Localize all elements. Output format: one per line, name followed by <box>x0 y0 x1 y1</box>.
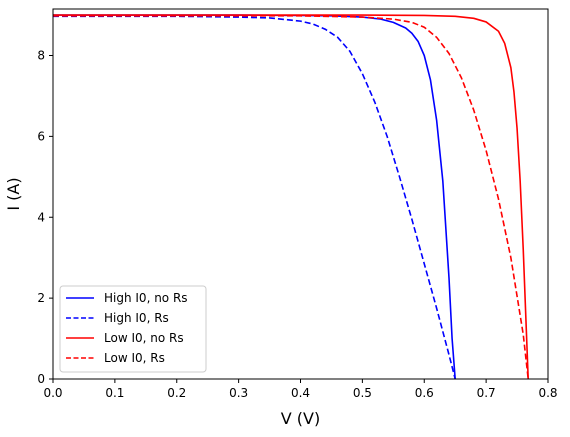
y-axis-label: I (A) <box>4 177 23 210</box>
legend-box <box>59 285 207 373</box>
x-tick-label: 0.1 <box>105 386 124 400</box>
x-tick-label: 0.6 <box>415 386 434 400</box>
x-tick-label: 0.5 <box>353 386 372 400</box>
legend-entry-high-i0-rs: High I0, Rs <box>66 311 169 325</box>
y-tick-label: 6 <box>37 129 45 143</box>
x-axis-label: V (V) <box>281 409 320 428</box>
x-tick-label: 0.8 <box>538 386 557 400</box>
x-tick-label: 0.2 <box>167 386 186 400</box>
legend-label: Low I0, no Rs <box>104 331 184 345</box>
x-tick-label: 0.0 <box>43 386 62 400</box>
y-axis-ticks: 0 2 4 6 8 <box>37 49 53 386</box>
series-lines <box>53 14 529 380</box>
y-tick-label: 0 <box>37 372 45 386</box>
legend-label: High I0, no Rs <box>104 291 188 305</box>
y-tick-label: 4 <box>37 210 45 224</box>
y-tick-label: 8 <box>37 49 45 63</box>
x-axis-ticks: 0.0 0.1 0.2 0.3 0.4 0.5 0.6 0.7 0.8 <box>43 379 558 400</box>
series-line-low-i0-no-rs <box>53 14 529 380</box>
legend-entry-low-i0-no-rs: Low I0, no Rs <box>66 331 184 345</box>
x-tick-label: 0.7 <box>477 386 496 400</box>
x-tick-label: 0.4 <box>291 386 310 400</box>
legend-entry-low-i0-rs: Low I0, Rs <box>66 351 165 365</box>
legend-label: Low I0, Rs <box>104 351 165 365</box>
legend-label: High I0, Rs <box>104 311 169 325</box>
x-tick-label: 0.3 <box>229 386 248 400</box>
series-line-low-i0-rs <box>53 15 529 380</box>
series-line-high-i0-rs <box>53 15 456 380</box>
legend: High I0, no Rs High I0, Rs Low I0, no Rs… <box>59 285 207 373</box>
legend-entry-high-i0-no-rs: High I0, no Rs <box>66 291 188 305</box>
y-tick-label: 2 <box>37 291 45 305</box>
